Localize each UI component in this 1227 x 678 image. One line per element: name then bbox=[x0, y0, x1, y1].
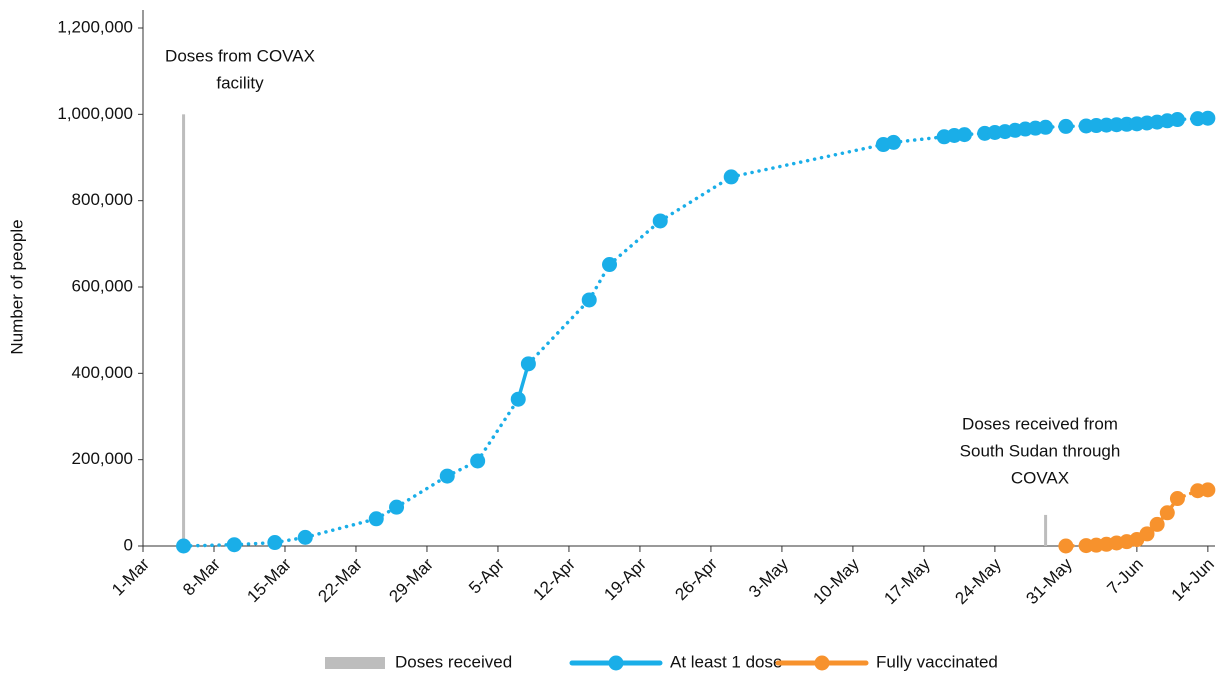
line-segment bbox=[891, 135, 946, 145]
data-point bbox=[1058, 538, 1074, 554]
data-point bbox=[1149, 516, 1165, 532]
data-point bbox=[1058, 118, 1074, 134]
annotation: facility bbox=[216, 73, 264, 92]
y-axis-label: Number of people bbox=[7, 219, 26, 354]
annotation: COVAX bbox=[1011, 468, 1069, 487]
line-segment bbox=[303, 517, 379, 540]
y-tick-label: 800,000 bbox=[72, 190, 133, 209]
x-tick-label: 8-Mar bbox=[179, 554, 224, 599]
x-tick-label: 26-Apr bbox=[671, 554, 721, 604]
data-point bbox=[1200, 110, 1216, 126]
x-tick-label: 7-Jun bbox=[1103, 555, 1147, 599]
x-tick-label: 3-May bbox=[745, 554, 792, 601]
data-point bbox=[520, 356, 536, 372]
data-point bbox=[652, 213, 668, 229]
y-tick-label: 0 bbox=[124, 535, 133, 554]
x-tick-label: 14-Jun bbox=[1168, 555, 1218, 605]
line-segment bbox=[273, 535, 308, 545]
y-tick-label: 1,200,000 bbox=[57, 17, 133, 36]
legend-label: Fully vaccinated bbox=[876, 652, 998, 671]
line-segment bbox=[729, 142, 886, 179]
y-tick-label: 1,000,000 bbox=[57, 104, 133, 123]
x-tick-label: 19-Apr bbox=[600, 554, 650, 604]
annotation: Doses from COVAX bbox=[165, 46, 315, 65]
data-point bbox=[1169, 491, 1185, 507]
data-point bbox=[297, 529, 313, 545]
data-point bbox=[1169, 112, 1185, 128]
data-point bbox=[581, 292, 597, 308]
x-tick-label: 31-May bbox=[1022, 554, 1076, 608]
data-point bbox=[226, 537, 242, 553]
data-point bbox=[1038, 119, 1054, 135]
data-point bbox=[368, 511, 384, 527]
annotation: South Sudan through bbox=[960, 441, 1121, 460]
x-tick-label: 29-Mar bbox=[385, 554, 437, 606]
legend-label: At least 1 dose bbox=[670, 652, 782, 671]
data-point bbox=[602, 257, 618, 273]
legend-label: Doses received bbox=[395, 652, 512, 671]
line-segment bbox=[658, 175, 733, 223]
x-tick-label: 17-May bbox=[880, 554, 934, 608]
y-tick-label: 400,000 bbox=[72, 363, 133, 382]
annotation: Doses received from bbox=[962, 414, 1118, 433]
data-point bbox=[885, 134, 901, 150]
y-tick-label: 600,000 bbox=[72, 276, 133, 295]
data-point bbox=[1200, 482, 1216, 498]
line-segment bbox=[394, 474, 449, 509]
x-tick-label: 10-May bbox=[809, 554, 863, 608]
x-tick-label: 24-May bbox=[951, 554, 1005, 608]
x-tick-label: 15-Mar bbox=[243, 554, 295, 606]
x-tick-label: 22-Mar bbox=[314, 554, 366, 606]
line-segment bbox=[526, 298, 591, 366]
x-tick-label: 5-Apr bbox=[465, 554, 508, 597]
data-point bbox=[956, 127, 972, 143]
data-point bbox=[439, 468, 455, 484]
y-tick-label: 200,000 bbox=[72, 449, 133, 468]
line-segment bbox=[607, 219, 662, 267]
line-segment bbox=[181, 542, 237, 548]
data-point bbox=[470, 453, 486, 469]
data-point bbox=[723, 169, 739, 185]
series-1 bbox=[176, 110, 1216, 554]
data-point bbox=[176, 538, 192, 554]
dose-bar bbox=[1044, 514, 1048, 546]
data-point bbox=[510, 391, 526, 407]
dose-bar bbox=[182, 114, 186, 546]
legend-swatch bbox=[325, 657, 385, 669]
x-tick-label: 12-Apr bbox=[529, 554, 579, 604]
legend-swatch bbox=[814, 655, 830, 671]
data-point bbox=[1139, 526, 1155, 542]
legend-swatch bbox=[608, 655, 624, 671]
series-2 bbox=[1058, 482, 1216, 554]
x-tick-label: 1-Mar bbox=[108, 554, 153, 599]
line-segment bbox=[475, 397, 520, 463]
data-point bbox=[389, 499, 405, 515]
data-point bbox=[267, 535, 283, 551]
data-point bbox=[1159, 505, 1175, 521]
